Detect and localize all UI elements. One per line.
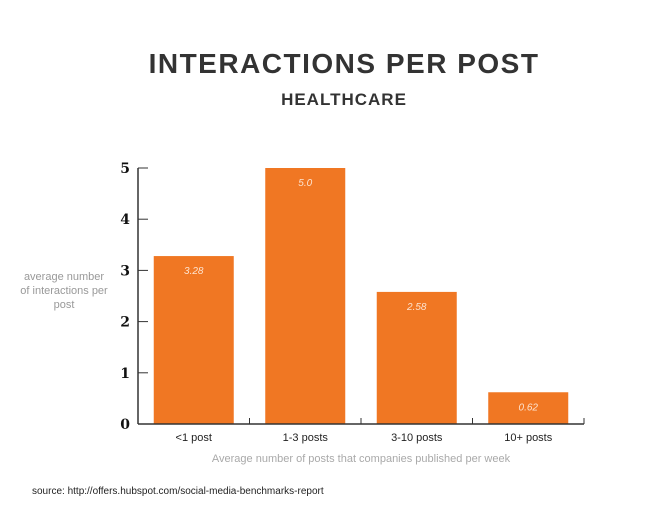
source-note: source: http://offers.hubspot.com/social… (32, 486, 324, 497)
y-tick-label: 1 (120, 366, 130, 382)
x-axis-label: Average number of posts that companies p… (211, 453, 511, 465)
x-tick-label: 10+ posts (504, 432, 553, 444)
data-label: 5.0 (298, 178, 312, 189)
y-tick-label: 2 (120, 315, 130, 331)
x-tick-label: <1 post (176, 432, 212, 444)
bar (488, 392, 569, 424)
y-axis-label: average number of interactions per post (20, 271, 108, 311)
data-label: 3.28 (184, 266, 204, 277)
x-tick-label: 1-3 posts (283, 432, 329, 444)
x-tick-label: 3-10 posts (391, 432, 443, 444)
data-label: 0.62 (519, 402, 539, 413)
bar (153, 256, 234, 424)
bar (376, 291, 457, 424)
bar (265, 168, 346, 424)
chart-subtitle: HEALTHCARE (281, 90, 407, 109)
chart-title: INTERACTIONS PER POST (148, 48, 540, 79)
y-tick-label: 5 (120, 161, 130, 177)
y-tick-label: 0 (120, 417, 130, 433)
y-tick-label: 3 (120, 263, 130, 279)
y-tick-label: 4 (120, 212, 130, 228)
data-label: 2.58 (406, 302, 427, 313)
